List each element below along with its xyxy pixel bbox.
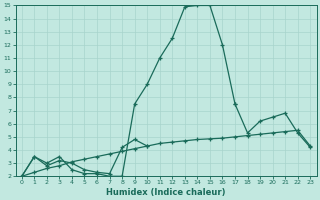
X-axis label: Humidex (Indice chaleur): Humidex (Indice chaleur) — [106, 188, 226, 197]
